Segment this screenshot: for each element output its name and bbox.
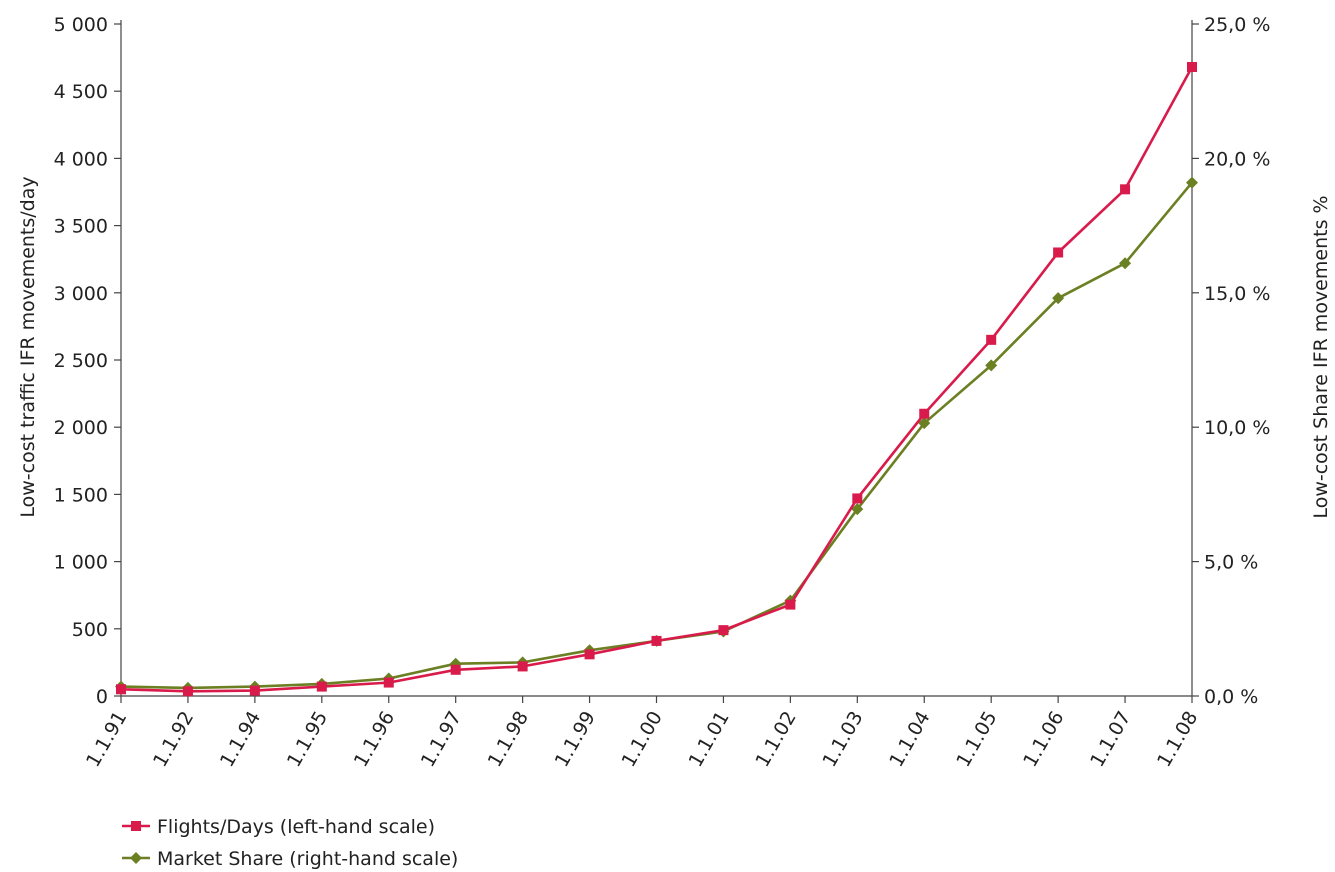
legend: Flights/Days (left-hand scale) Market Sh… — [122, 816, 458, 870]
data-point-flights[interactable] — [584, 649, 595, 660]
right-y-axis-title: Low-cost Share IFR movements % — [1310, 195, 1332, 518]
x-tick-label: 1.1.00 — [618, 708, 667, 771]
data-point-flights[interactable] — [785, 599, 796, 610]
series-market-share — [115, 176, 1198, 694]
x-tick-label: 1.1.01 — [684, 708, 733, 771]
data-point-market-share[interactable] — [985, 359, 998, 372]
data-point-market-share[interactable] — [851, 503, 864, 516]
x-tick-label: 1.1.96 — [350, 708, 399, 771]
data-point-market-share[interactable] — [1186, 176, 1198, 189]
legend-label-market-share: Market Share (right-hand scale) — [157, 848, 458, 870]
x-tick-label: 1.1.07 — [1086, 708, 1135, 771]
series-line-market-share — [120, 181, 1194, 690]
series-line-flights — [120, 66, 1194, 693]
legend-label-flights: Flights/Days (left-hand scale) — [157, 816, 435, 838]
legend-item-flights[interactable]: Flights/Days (left-hand scale) — [122, 816, 435, 838]
data-point-market-share[interactable] — [1052, 292, 1065, 305]
data-point-flights[interactable] — [986, 334, 997, 345]
x-tick-label: 1.1.92 — [149, 708, 198, 771]
left-tick-label: 0 — [96, 686, 108, 708]
right-y-axis: 0,0 % 5,0 % 10,0 % 15,0 % 20,0 % 25,0 % — [1191, 14, 1270, 708]
data-point-market-share[interactable] — [1119, 257, 1132, 270]
x-tick-label: 1.1.97 — [417, 708, 466, 771]
right-tick-label: 25,0 % — [1204, 14, 1270, 36]
data-point-flights[interactable] — [182, 686, 193, 697]
left-tick-label: 500 — [72, 619, 108, 641]
left-y-axis: 0 500 1 000 1 500 2 000 2 500 3 000 3 500 4 000 4… — [54, 14, 122, 708]
left-tick-label: 3 500 — [54, 216, 108, 238]
right-tick-label: 20,0 % — [1204, 148, 1270, 170]
data-point-flights[interactable] — [249, 685, 260, 696]
x-tick-label: 1.1.94 — [216, 708, 265, 771]
right-tick-label: 15,0 % — [1204, 283, 1270, 305]
left-tick-label: 4 500 — [54, 81, 108, 103]
data-point-flights[interactable] — [919, 408, 930, 419]
left-tick-label: 5 000 — [54, 14, 108, 36]
left-y-axis-title: Low-cost traffic IFR movements/day — [17, 176, 39, 517]
x-tick-label: 1.1.91 — [82, 708, 131, 771]
left-tick-label: 3 000 — [54, 283, 108, 305]
x-tick-label: 1.1.02 — [751, 708, 800, 771]
data-point-flights[interactable] — [852, 493, 863, 504]
legend-item-market-share[interactable]: Market Share (right-hand scale) — [122, 848, 458, 870]
left-tick-label: 2 500 — [54, 350, 108, 372]
series-flights — [116, 62, 1197, 697]
data-point-flights[interactable] — [1187, 62, 1197, 73]
data-point-flights[interactable] — [1053, 247, 1064, 258]
data-point-market-share[interactable] — [918, 417, 931, 430]
left-tick-label: 4 000 — [54, 148, 108, 170]
right-tick-label: 10,0 % — [1204, 417, 1270, 439]
data-point-flights[interactable] — [116, 684, 126, 695]
x-tick-label: 1.1.08 — [1153, 708, 1202, 771]
x-tick-label: 1.1.99 — [551, 708, 600, 771]
x-tick-label: 1.1.98 — [484, 708, 533, 771]
right-tick-label: 5,0 % — [1204, 552, 1258, 574]
left-tick-label: 2 000 — [54, 417, 108, 439]
data-point-flights[interactable] — [718, 625, 729, 636]
left-tick-label: 1 500 — [54, 484, 108, 506]
legend-marker-market-share — [130, 852, 142, 864]
data-point-flights[interactable] — [450, 664, 461, 675]
legend-marker-flights — [131, 821, 141, 831]
x-tick-label: 1.1.05 — [952, 708, 1001, 771]
data-point-flights[interactable] — [517, 661, 528, 672]
series-layer — [115, 62, 1198, 697]
data-point-flights[interactable] — [1120, 184, 1131, 195]
data-point-flights[interactable] — [316, 681, 327, 692]
x-tick-label: 1.1.04 — [885, 708, 934, 771]
right-tick-label: 0,0 % — [1204, 686, 1258, 708]
left-tick-label: 1 000 — [54, 552, 108, 574]
data-point-flights[interactable] — [383, 677, 394, 688]
x-tick-label: 1.1.06 — [1019, 708, 1068, 771]
x-tick-label: 1.1.95 — [283, 708, 332, 771]
x-tick-label: 1.1.03 — [818, 708, 867, 771]
x-axis: 1.1.91 1.1.92 1.1.94 1.1.95 1.1.96 1.1.97 1.1.… — [82, 695, 1202, 771]
data-point-flights[interactable] — [651, 635, 662, 646]
